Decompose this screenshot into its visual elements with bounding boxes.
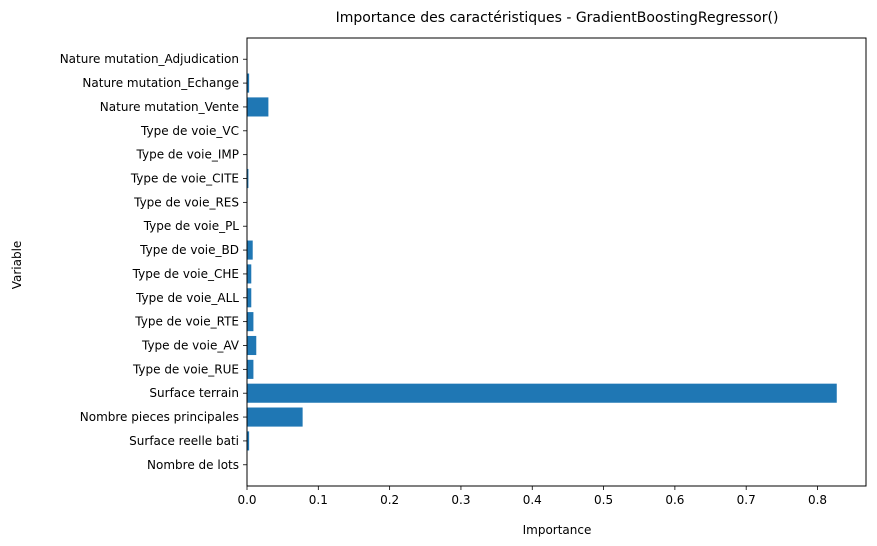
y-tick-label-10: Type de voie_PL [143, 219, 240, 233]
bar-9 [247, 240, 253, 260]
bar-15 [247, 97, 269, 117]
y-tick-label-17: Nature mutation_Adjudication [60, 52, 239, 66]
bar-5 [247, 335, 257, 356]
y-tick-label-9: Type de voie_BD [139, 243, 239, 257]
x-tick-label-4: 0.4 [523, 493, 542, 507]
bar-3 [247, 383, 837, 403]
x-tick-label-3: 0.3 [451, 493, 470, 507]
y-axis-ticks: Nombre de lots Surface reelle bati Nombre … [60, 52, 247, 472]
bar-7 [247, 288, 252, 308]
x-axis-label: Importance [523, 523, 592, 537]
x-tick-label-7: 0.7 [737, 493, 756, 507]
y-tick-label-16: Nature mutation_Echange [82, 76, 239, 90]
bar-6 [247, 312, 254, 332]
chart-title: Importance des caractéristiques - Gradie… [336, 10, 779, 26]
y-tick-label-0: Nombre de lots [147, 458, 239, 472]
y-tick-label-1: Surface reelle bati [129, 434, 239, 448]
y-tick-label-12: Type de voie_CITE [130, 172, 239, 186]
x-tick-label-1: 0.1 [309, 493, 328, 507]
bar-8 [247, 264, 252, 284]
y-tick-label-14: Type de voie_VC [140, 124, 239, 138]
x-tick-label-0: 0.0 [237, 493, 256, 507]
y-tick-label-11: Type de voie_RES [133, 195, 239, 209]
y-tick-label-13: Type de voie_IMP [136, 148, 239, 162]
y-tick-label-2: Nombre pieces principales [80, 410, 239, 424]
bars-group [247, 49, 837, 475]
y-tick-label-5: Type de voie_AV [141, 338, 240, 352]
bar-16 [247, 73, 250, 93]
x-tick-label-8: 0.8 [808, 493, 827, 507]
x-tick-label-2: 0.2 [380, 493, 399, 507]
bar-1 [247, 431, 250, 451]
plot-area-frame [246, 37, 867, 487]
y-tick-label-4: Type de voie_RUE [132, 362, 239, 376]
y-tick-label-3: Surface terrain [149, 386, 239, 400]
x-tick-label-5: 0.5 [594, 493, 613, 507]
y-tick-label-7: Type de voie_ALL [135, 291, 239, 305]
bar-2 [247, 407, 303, 427]
bar-12 [247, 168, 249, 189]
y-tick-label-15: Nature mutation_Vente [100, 100, 239, 114]
bar-4 [247, 359, 254, 379]
y-axis-label: Variable [10, 241, 24, 290]
x-axis-ticks: 0.0 0.1 0.2 0.3 0.4 0.5 0.6 0.7 0.8 [237, 486, 827, 507]
y-tick-label-6: Type de voie_RTE [134, 315, 239, 329]
x-tick-label-6: 0.6 [665, 493, 684, 507]
y-tick-label-8: Type de voie_CHE [132, 267, 239, 281]
